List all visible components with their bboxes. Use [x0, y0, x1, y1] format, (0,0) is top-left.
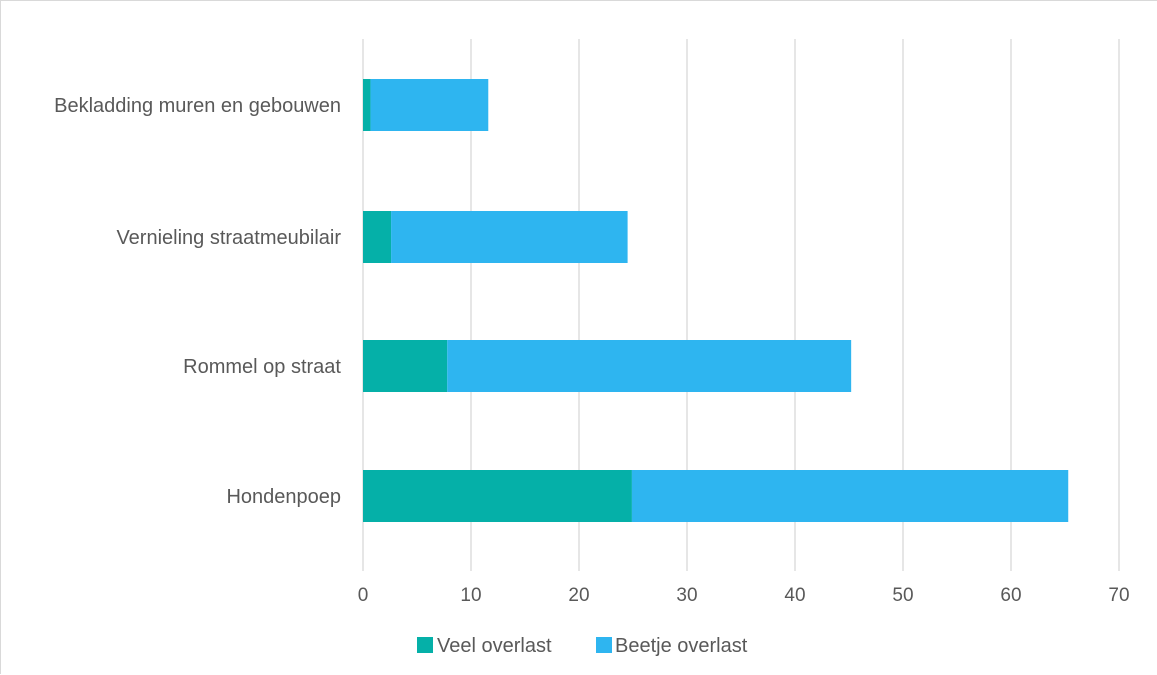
x-tick-label: 10 — [460, 585, 481, 606]
x-tick-label: 20 — [568, 585, 589, 606]
bar-veel-1 — [363, 211, 392, 263]
x-tick-labels: 0 10 20 30 40 50 60 70 — [358, 585, 1130, 606]
category-label: Hondenpoep — [226, 486, 341, 508]
x-tick-label: 40 — [784, 585, 805, 606]
x-tick-label: 30 — [676, 585, 697, 606]
legend-swatch-veel — [417, 637, 433, 653]
legend-label-beetje: Beetje overlast — [615, 635, 748, 657]
x-tick-label: 50 — [892, 585, 913, 606]
bar-beetje-0 — [370, 79, 489, 131]
bar-veel-2 — [363, 340, 448, 392]
bar-veel-0 — [363, 79, 371, 131]
x-tick-label: 0 — [358, 585, 369, 606]
bar-beetje-1 — [391, 211, 628, 263]
x-tick-label: 70 — [1108, 585, 1129, 606]
bar-beetje-3 — [631, 470, 1069, 522]
x-tick-label: 60 — [1000, 585, 1021, 606]
legend-swatch-beetje — [596, 637, 612, 653]
category-label: Rommel op straat — [183, 356, 341, 378]
category-labels: Bekladding muren en gebouwen Vernieling s… — [54, 95, 341, 508]
bar-veel-3 — [363, 470, 632, 522]
bars — [363, 79, 1069, 522]
legend: Veel overlast Beetje overlast — [417, 635, 748, 657]
category-label: Bekladding muren en gebouwen — [54, 95, 341, 117]
legend-label-veel: Veel overlast — [437, 635, 552, 657]
bar-beetje-2 — [447, 340, 852, 392]
category-label: Vernieling straatmeubilair — [116, 227, 341, 249]
